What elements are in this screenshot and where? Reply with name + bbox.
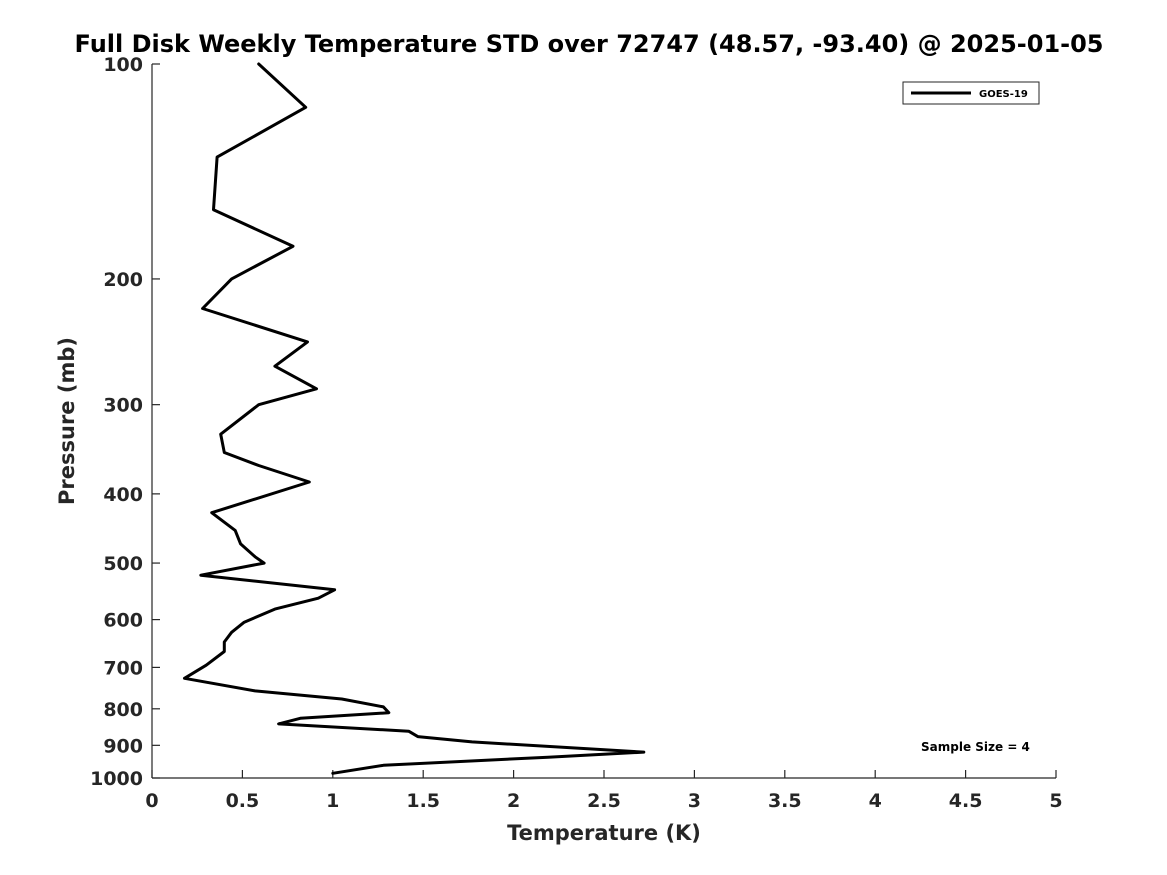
x-tick-label: 1.5	[406, 790, 440, 812]
x-tick-label: 3.5	[768, 790, 802, 812]
legend: GOES-19	[902, 81, 1040, 105]
y-tick-label: 600	[103, 610, 143, 632]
sample-size-annotation: Sample Size = 4	[921, 740, 1030, 754]
y-axis-label: Pressure (mb)	[55, 337, 79, 505]
axes	[151, 64, 1056, 779]
y-tick-label: 100	[103, 54, 143, 76]
x-tick-label: 5	[1049, 790, 1062, 812]
y-tick-label: 700	[103, 657, 143, 679]
y-tick-label: 800	[103, 699, 143, 721]
x-tick-label: 3	[688, 790, 701, 812]
chart-title: Full Disk Weekly Temperature STD over 72…	[75, 30, 1104, 58]
x-tick-label: 1	[326, 790, 339, 812]
y-tick-label: 200	[103, 269, 143, 291]
y-ticks: 100 200 300 400 500 600 700 800 900 1000	[90, 54, 160, 790]
y-tick-label: 500	[103, 553, 143, 575]
x-tick-label: 4	[869, 790, 882, 812]
x-axis-label: Temperature (K)	[507, 821, 701, 845]
series-layer	[183, 62, 646, 775]
y-tick-label: 400	[103, 484, 143, 506]
x-tick-label: 0	[145, 790, 158, 812]
x-tick-label: 4.5	[949, 790, 983, 812]
x-tick-label: 2.5	[587, 790, 621, 812]
y-tick-label: 1000	[90, 768, 143, 790]
series-line-goes-19	[183, 62, 646, 775]
x-tick-label: 2	[507, 790, 520, 812]
y-tick-label: 300	[103, 395, 143, 417]
x-tick-label: 0.5	[226, 790, 260, 812]
x-ticks: 0 0.5 1 1.5 2 2.5 3 3.5 4 4.5 5	[145, 770, 1063, 812]
y-tick-label: 900	[103, 735, 143, 757]
legend-label-goes-19: GOES-19	[979, 89, 1028, 100]
